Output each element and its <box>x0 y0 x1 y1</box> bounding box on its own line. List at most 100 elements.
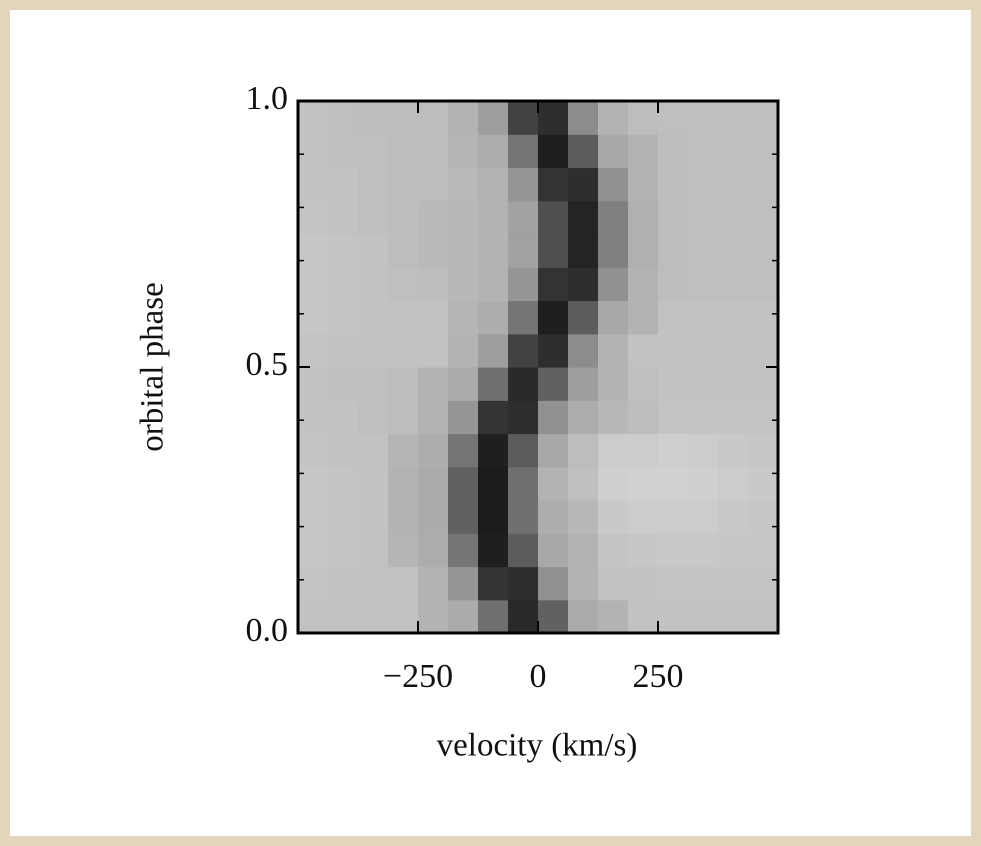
heatmap-cell <box>448 101 479 135</box>
heatmap-cell <box>388 234 419 268</box>
heatmap-cell <box>388 134 419 169</box>
heatmap-cell <box>358 167 389 202</box>
heatmap-cell <box>418 200 449 235</box>
heatmap-cell <box>538 234 569 268</box>
heatmap-cell <box>478 466 509 501</box>
heatmap-cell <box>388 533 419 568</box>
heatmap-cell <box>448 300 479 335</box>
heatmap-cell <box>298 500 329 534</box>
heatmap-cell <box>658 500 689 534</box>
heatmap-cell <box>478 533 509 568</box>
heatmap-cell <box>718 101 749 135</box>
heatmap-cell <box>508 400 539 435</box>
heatmap-cell <box>688 267 719 302</box>
heatmap-cell <box>538 599 569 634</box>
heatmap-cell <box>418 599 449 634</box>
heatmap-cell <box>358 566 389 601</box>
heatmap-cell <box>598 367 629 401</box>
heatmap-cell <box>688 433 719 468</box>
heatmap-cell <box>358 333 389 368</box>
heatmap-cell <box>328 267 359 302</box>
heatmap-cell <box>658 134 689 169</box>
heatmap-cell <box>418 267 449 302</box>
heatmap-cell <box>688 466 719 501</box>
heatmap-cell <box>658 533 689 568</box>
heatmap-cell <box>328 200 359 235</box>
heatmap-cell <box>298 533 329 568</box>
heatmap-cell <box>538 300 569 335</box>
heatmap-cell <box>448 267 479 302</box>
heatmap-cell <box>568 433 599 468</box>
heatmap-cell <box>508 367 539 401</box>
heatmap-cell <box>508 134 539 169</box>
heatmap-cell <box>448 466 479 501</box>
heatmap-cell <box>718 234 749 268</box>
heatmap-cell <box>388 300 419 335</box>
heatmap-cell <box>418 566 449 601</box>
heatmap-cell <box>718 466 749 501</box>
heatmap-cell <box>688 167 719 202</box>
heatmap-cell <box>568 200 599 235</box>
heatmap-cell <box>748 500 779 534</box>
heatmap-cell <box>658 400 689 435</box>
heatmap-cell <box>448 400 479 435</box>
heatmap-cell <box>598 566 629 601</box>
heatmap-cell <box>478 200 509 235</box>
heatmap-cell <box>358 599 389 634</box>
heatmap-cell <box>718 433 749 468</box>
heatmap-cell <box>538 533 569 568</box>
heatmap-cell <box>328 566 359 601</box>
heatmap <box>298 101 779 634</box>
heatmap-cell <box>448 500 479 534</box>
heatmap-cell <box>718 500 749 534</box>
heatmap-cell <box>748 566 779 601</box>
heatmap-cell <box>358 300 389 335</box>
heatmap-cell <box>478 134 509 169</box>
heatmap-cell <box>568 367 599 401</box>
heatmap-cell <box>538 400 569 435</box>
heatmap-cell <box>628 267 659 302</box>
heatmap-cell <box>628 599 659 634</box>
heatmap-cell <box>358 433 389 468</box>
heatmap-cell <box>598 134 629 169</box>
heatmap-cell <box>418 367 449 401</box>
heatmap-cell <box>418 500 449 534</box>
heatmap-cell <box>418 533 449 568</box>
heatmap-cell <box>448 433 479 468</box>
heatmap-cell <box>448 599 479 634</box>
heatmap-cell <box>538 267 569 302</box>
heatmap-cell <box>298 433 329 468</box>
heatmap-cell <box>298 599 329 634</box>
y-tick-label: 1.0 <box>246 80 289 117</box>
heatmap-cell <box>628 167 659 202</box>
heatmap-cell <box>658 300 689 335</box>
heatmap-cell <box>748 101 779 135</box>
heatmap-cell <box>598 267 629 302</box>
heatmap-cell <box>328 599 359 634</box>
heatmap-cell <box>418 167 449 202</box>
heatmap-cell <box>718 333 749 368</box>
heatmap-cell <box>448 167 479 202</box>
heatmap-cell <box>358 500 389 534</box>
heatmap-cell <box>448 367 479 401</box>
heatmap-cell <box>628 134 659 169</box>
heatmap-cell <box>718 134 749 169</box>
heatmap-cell <box>388 433 419 468</box>
heatmap-cell <box>568 267 599 302</box>
heatmap-cell <box>418 333 449 368</box>
heatmap-cell <box>658 267 689 302</box>
heatmap-cell <box>688 599 719 634</box>
heatmap-cell <box>598 167 629 202</box>
heatmap-cell <box>598 101 629 135</box>
heatmap-cell <box>598 200 629 235</box>
heatmap-cell <box>748 433 779 468</box>
heatmap-cell <box>748 134 779 169</box>
heatmap-cell <box>508 500 539 534</box>
heatmap-cell <box>538 367 569 401</box>
heatmap-cell <box>478 367 509 401</box>
heatmap-cell <box>568 134 599 169</box>
heatmap-cell <box>388 101 419 135</box>
heatmap-cell <box>598 500 629 534</box>
heatmap-cell <box>478 300 509 335</box>
x-axis-label: velocity (km/s) <box>437 728 638 764</box>
